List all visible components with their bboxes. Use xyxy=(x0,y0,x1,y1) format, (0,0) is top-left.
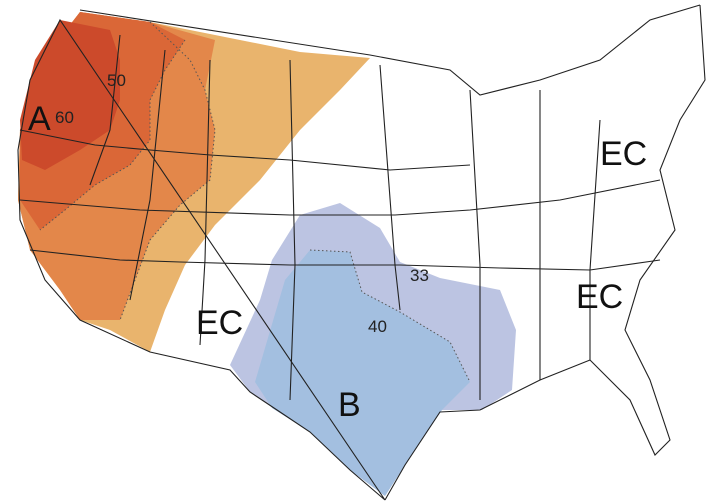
category-label: EC xyxy=(576,278,623,316)
contour-line xyxy=(309,249,471,383)
category-label: A xyxy=(28,100,51,138)
contour-label: 40 xyxy=(368,317,387,336)
above-normal-60 xyxy=(20,20,120,170)
category-label: EC xyxy=(600,135,647,173)
category-label: EC xyxy=(196,304,243,342)
country-outline xyxy=(17,4,706,501)
contour-label: 33 xyxy=(410,266,429,285)
contour-label: 50 xyxy=(107,71,126,90)
state-borders xyxy=(19,34,661,401)
contour-line xyxy=(119,21,216,321)
category-label: B xyxy=(338,386,361,424)
below-normal-40 xyxy=(255,250,470,496)
contour-label: 60 xyxy=(55,108,74,127)
